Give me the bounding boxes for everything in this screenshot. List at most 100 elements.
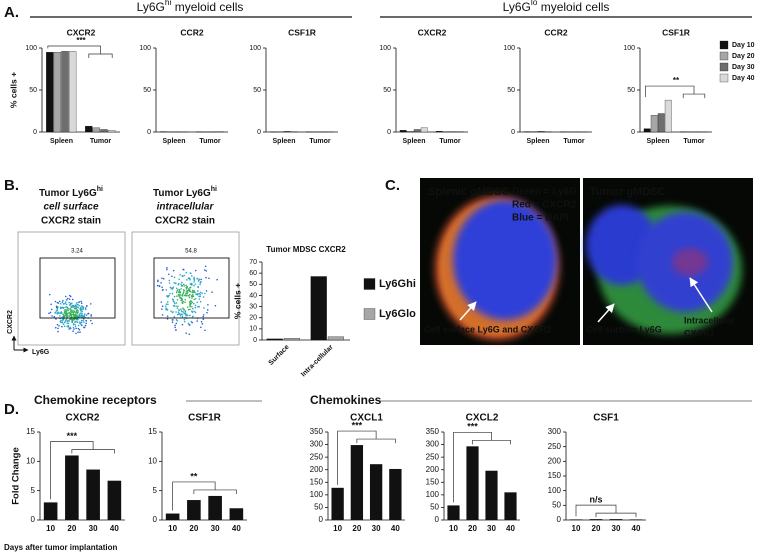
x-tick-label: Tumor [563,138,585,145]
event-dot [71,298,74,301]
bar [53,52,62,133]
event-dot [84,308,87,311]
x-tick-label: 20 [468,524,477,533]
event-dot [56,307,59,310]
bar [92,127,101,133]
image-note: Cell surface Ly6G and CXCR2 [424,324,551,334]
event-dot [81,313,83,316]
event-dot [80,310,82,312]
event-dot [204,329,206,332]
event-dot [55,306,58,309]
x-tick-label: 30 [89,524,98,533]
y-tick-label: 50 [430,503,439,512]
event-dot [191,283,193,285]
stain-legend: Blue = DAPI [512,213,569,224]
bar [43,502,58,520]
event-dot [69,326,71,329]
event-dot [166,315,169,317]
y-tick-label: 300 [548,427,562,436]
event-dot [167,303,169,306]
event-dot [171,321,174,324]
group-header-part: lo [531,0,538,7]
significance-bracket [453,431,511,503]
event-dot [189,289,191,291]
x-tick-label: 40 [506,524,515,533]
event-dot [198,279,200,281]
event-dot [72,318,75,321]
event-dot [181,310,183,313]
event-dot [63,321,66,324]
chart-title: CXCL1 [350,413,383,424]
group-header-part: myeloid cells [537,0,609,14]
event-dot [184,294,187,297]
event-dot [193,276,195,279]
event-dot [181,323,184,326]
y-tick-label: 100 [503,45,515,52]
event-dot [59,303,62,305]
event-dot [176,287,178,290]
event-dot [75,305,78,308]
event-dot [201,323,204,325]
event-dot [199,300,202,303]
image-title: Splenic gMDSC [428,186,509,198]
event-dot [193,298,196,301]
x-tick-label: 20 [592,524,601,533]
event-dot [71,313,73,316]
event-dot [192,295,195,298]
y-tick-label: 250 [548,442,562,451]
event-dot [188,277,190,279]
event-dot [186,306,189,308]
event-dot [175,322,178,325]
y-tick-label: 0 [153,515,158,524]
event-dot [77,303,79,306]
event-dot [168,282,171,284]
event-dot [62,315,65,318]
event-dot [69,302,72,305]
event-dot [85,319,88,322]
event-dot [196,301,199,304]
event-dot [186,279,188,281]
event-dot [77,301,79,304]
bar [65,455,79,520]
event-dot [58,312,60,314]
nucleus [453,200,557,320]
event-dot [65,319,68,321]
event-dot [73,315,76,318]
y-tick-label: 40 [249,292,257,299]
event-dot [200,278,202,281]
event-dot [178,278,180,281]
event-dot [60,319,62,322]
event-dot [206,311,208,314]
event-dot [65,314,68,316]
event-dot [67,322,70,325]
event-dot [68,298,71,300]
event-dot [71,321,73,323]
event-dot [182,292,185,294]
event-dot [172,298,174,301]
event-dot [61,325,63,328]
event-dot [164,305,167,308]
event-dot [174,302,176,305]
y-tick-label: 250 [310,452,324,461]
arrow [459,301,477,321]
event-dot [68,294,71,297]
significance-label: n/s [589,494,602,504]
gate-label: 3.24 [71,249,83,255]
event-dot [189,300,192,303]
event-dot [65,309,68,312]
event-dot [82,307,85,309]
event-dot [165,303,168,305]
event-dot [186,292,188,295]
bar [100,129,108,133]
event-dot [178,288,181,291]
x-tick-label: 40 [391,524,400,533]
y-tick-label: 0 [511,129,515,136]
y-tick-label: 150 [426,477,440,486]
bar [331,487,344,520]
y-tick-label: 0 [31,515,36,524]
flow-title-part: hi [97,186,103,193]
event-dot [76,321,79,324]
event-dot [193,278,196,280]
event-dot [57,306,59,308]
